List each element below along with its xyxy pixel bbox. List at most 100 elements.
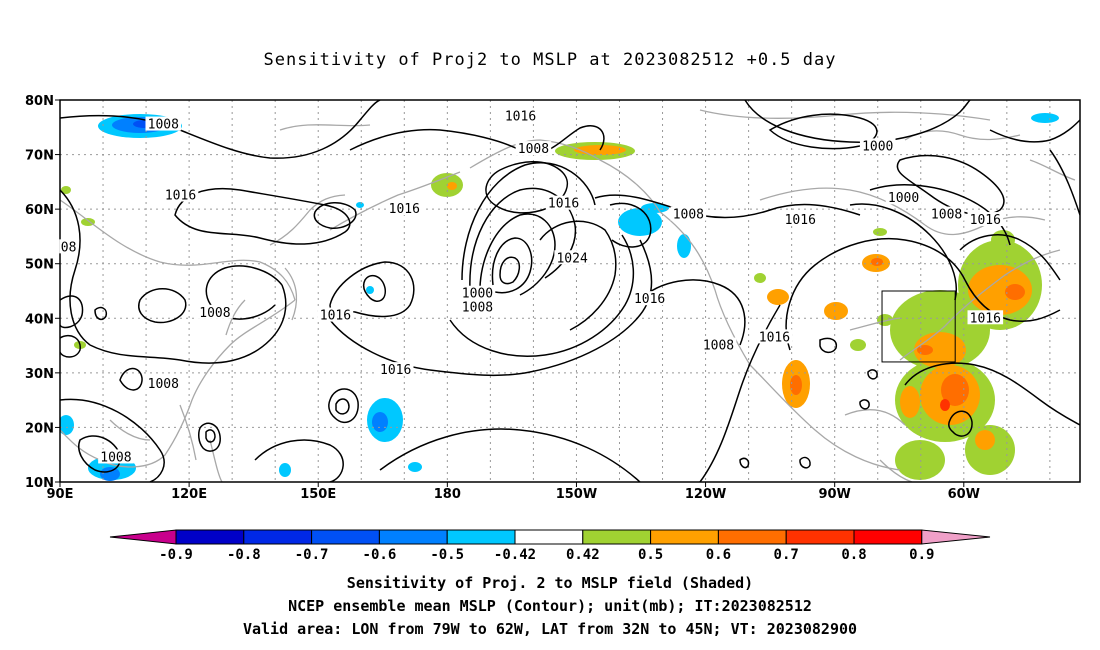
lat-label: 60N	[25, 203, 54, 218]
contour-label-bg	[700, 337, 737, 352]
contour-label-bg	[545, 195, 582, 210]
pos-shade-12	[873, 228, 887, 236]
colorbar-segment	[785, 529, 855, 545]
pos-shade-10	[850, 339, 866, 351]
lon-label: 60W	[948, 487, 980, 502]
contour-label: 1008	[100, 450, 131, 465]
contour-label-bg	[59, 239, 79, 254]
contour-label: 1016	[380, 363, 411, 378]
colorbar-label: 0.7	[774, 547, 799, 563]
pos-shade-25	[1005, 284, 1025, 300]
colorbar-label: -0.6	[363, 547, 397, 563]
neg-shade-5	[677, 234, 691, 258]
lon-label: 90W	[818, 487, 850, 502]
pos-shade-8	[824, 302, 848, 320]
pos-shade-4	[61, 186, 71, 194]
lat-label: 70N	[25, 149, 54, 164]
neg-shade-6-core	[372, 412, 388, 432]
contour-label: 1000	[462, 287, 493, 302]
colorbar-label: -0.9	[159, 547, 193, 563]
colorbar-label: -0.7	[295, 547, 329, 563]
contour-label: 1016	[634, 292, 665, 307]
latitude-labels: 80N 70N 60N 50N 40N 30N 20N 10N	[25, 94, 60, 491]
contour-label: 1016	[759, 330, 790, 345]
contour-label-bg	[459, 285, 496, 300]
caption-line-2: NCEP ensemble mean MSLP (Contour); unit(…	[288, 597, 812, 615]
pos-shade-18	[895, 440, 945, 480]
pos-shade-24	[900, 386, 920, 418]
contour-label: 1016	[785, 213, 816, 228]
lat-label: 20N	[25, 421, 54, 436]
contour-label-bg	[502, 108, 539, 123]
colorbar-segment	[311, 529, 380, 545]
pos-shade-9-core	[871, 258, 883, 266]
plot-frame	[59, 99, 1081, 483]
neg-shade-8-core	[100, 467, 120, 481]
colorbar-label: -0.8	[227, 547, 261, 563]
contour-label: 1024	[556, 251, 587, 266]
longitude-labels: 90E 120E 150E 180 150W 120W 90W 60W	[47, 482, 980, 502]
contour-label-bg	[386, 201, 423, 216]
lat-label: 80N	[25, 94, 54, 109]
pos-shade-26	[941, 374, 969, 406]
colorbar-segment	[717, 529, 787, 545]
contour-label: 1016	[970, 213, 1001, 228]
colorbar-segment	[853, 529, 923, 545]
contour-label-bg	[145, 375, 182, 390]
contour-label: 1008	[673, 208, 704, 223]
contour-label: 1016	[165, 189, 196, 204]
colorbar-label: -0.42	[494, 547, 536, 563]
colorbar-segment	[243, 529, 313, 545]
caption-line-1: Sensitivity of Proj. 2 to MSLP field (Sh…	[346, 574, 754, 592]
contour-label: 1016	[505, 109, 536, 124]
neg-shade-4	[641, 203, 669, 213]
contour-label: 1008	[931, 208, 962, 223]
pos-shade-6	[767, 289, 789, 305]
lon-label: 150E	[300, 487, 336, 502]
colorbar-segment	[446, 529, 516, 545]
pos-shade-11	[877, 314, 893, 326]
contour-label-bg	[782, 212, 819, 227]
contour-label-bg	[317, 307, 354, 322]
contour-label-bg	[98, 449, 134, 464]
neg-shade-2	[1031, 113, 1059, 123]
colorbar-label: -0.5	[430, 547, 464, 563]
contour-label: 1008	[148, 377, 179, 392]
lon-label: 90E	[47, 487, 74, 502]
lon-label: 180	[434, 487, 461, 502]
lat-label: 40N	[25, 312, 54, 327]
lat-label: 30N	[25, 367, 54, 382]
contour-label: 1008	[518, 142, 549, 157]
contour-label-bg	[631, 291, 668, 306]
contour-label-bg	[756, 329, 793, 344]
lat-label: 50N	[25, 258, 54, 273]
colorbar-label: 0.5	[638, 547, 663, 563]
colorbar-segment	[175, 529, 245, 545]
pos-shade-13	[754, 273, 766, 283]
contour-label: 1008	[199, 306, 230, 321]
neg-shade-9	[279, 463, 291, 477]
pos-shade-19	[991, 230, 1015, 250]
neg-shade-12	[356, 202, 364, 208]
pos-shade-3	[81, 218, 95, 226]
map-title: Sensitivity of Proj2 to MSLP at 20230825…	[263, 50, 837, 70]
colorbar-right-triangle	[921, 529, 991, 545]
contour-label-bg	[377, 362, 414, 377]
contour-label-bg	[145, 116, 182, 131]
neg-shade-10	[408, 462, 422, 472]
contour-label-bg	[459, 299, 496, 314]
pos-shade-20	[968, 265, 1032, 315]
valid-area-box	[881, 290, 956, 363]
pos-shade-7-core	[790, 375, 802, 395]
contour-label: 1008	[703, 339, 734, 354]
contour-label-bg	[928, 206, 965, 221]
contour-label-bg	[967, 310, 1004, 325]
contour-label-bg	[162, 187, 199, 202]
sensitivity-shading	[60, 113, 1059, 481]
lon-label: 120W	[685, 487, 726, 502]
colorbar-segment	[514, 529, 584, 545]
contour-label-bg	[859, 138, 896, 153]
neg-shade-11	[366, 286, 374, 294]
